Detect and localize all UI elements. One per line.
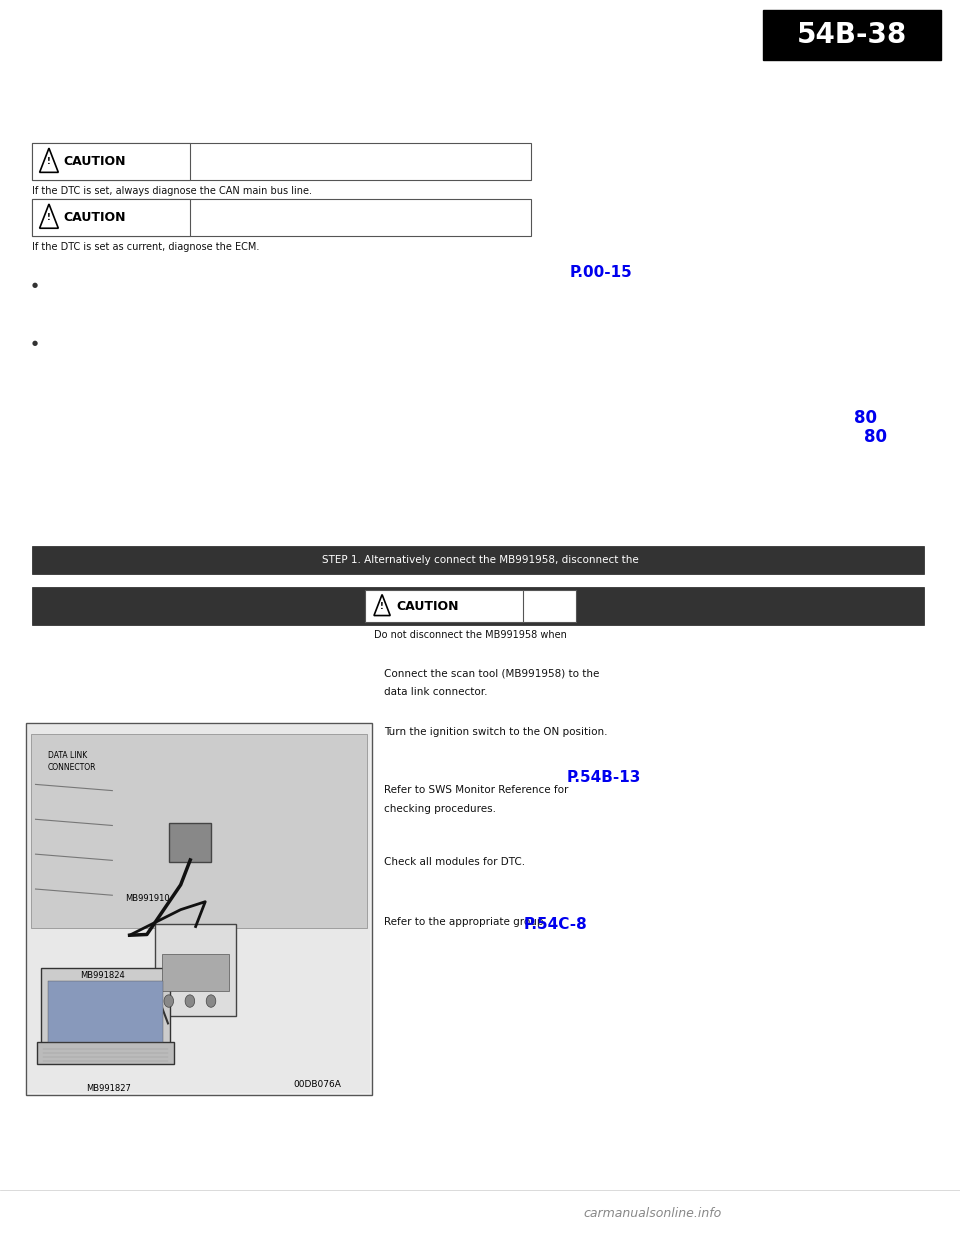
Text: MB991910: MB991910	[125, 894, 169, 903]
Text: P.54B-13: P.54B-13	[566, 770, 640, 785]
FancyBboxPatch shape	[32, 587, 924, 625]
FancyBboxPatch shape	[37, 1042, 174, 1064]
Text: 80: 80	[854, 409, 877, 426]
Text: Connect the scan tool (MB991958) to the: Connect the scan tool (MB991958) to the	[384, 668, 599, 678]
FancyBboxPatch shape	[156, 924, 236, 1016]
Text: CAUTION: CAUTION	[396, 600, 459, 612]
FancyBboxPatch shape	[365, 590, 523, 622]
FancyBboxPatch shape	[48, 981, 163, 1042]
Text: Do not disconnect the MB991958 when: Do not disconnect the MB991958 when	[374, 630, 566, 640]
Text: 80: 80	[864, 428, 887, 446]
FancyBboxPatch shape	[162, 954, 229, 991]
Text: checking procedures.: checking procedures.	[384, 804, 496, 814]
FancyBboxPatch shape	[31, 734, 367, 928]
FancyBboxPatch shape	[32, 199, 531, 236]
FancyBboxPatch shape	[26, 723, 372, 1095]
Circle shape	[164, 995, 174, 1007]
Text: Refer to the appropriate group.: Refer to the appropriate group.	[384, 917, 547, 927]
Text: ●: ●	[32, 340, 37, 347]
Text: DATA LINK
CONNECTOR: DATA LINK CONNECTOR	[48, 751, 97, 771]
Text: If the DTC is set as current, diagnose the ECM.: If the DTC is set as current, diagnose t…	[32, 242, 259, 252]
Text: !: !	[47, 158, 51, 166]
Text: STEP 1. Alternatively connect the MB991958, disconnect the: STEP 1. Alternatively connect the MB9919…	[322, 555, 638, 565]
Text: MB991827: MB991827	[86, 1084, 132, 1093]
Text: !: !	[47, 214, 51, 222]
Text: carmanualsonline.info: carmanualsonline.info	[584, 1207, 722, 1220]
Text: Refer to SWS Monitor Reference for: Refer to SWS Monitor Reference for	[384, 785, 568, 795]
Text: 54B-38: 54B-38	[797, 21, 907, 48]
FancyBboxPatch shape	[763, 10, 941, 60]
FancyBboxPatch shape	[28, 725, 370, 1093]
Text: P.54C-8: P.54C-8	[523, 917, 587, 932]
Circle shape	[185, 995, 195, 1007]
FancyBboxPatch shape	[32, 143, 190, 180]
FancyBboxPatch shape	[169, 822, 211, 862]
Text: MB991824: MB991824	[80, 971, 125, 980]
Text: CAUTION: CAUTION	[63, 211, 126, 224]
Text: 00DB076A: 00DB076A	[293, 1081, 341, 1089]
Text: ●: ●	[32, 282, 37, 288]
FancyBboxPatch shape	[365, 590, 576, 622]
FancyBboxPatch shape	[32, 143, 531, 180]
Text: Check all modules for DTC.: Check all modules for DTC.	[384, 857, 525, 867]
Text: Turn the ignition switch to the ON position.: Turn the ignition switch to the ON posit…	[384, 727, 608, 737]
Text: P.00-15: P.00-15	[569, 265, 632, 279]
Text: data link connector.: data link connector.	[384, 687, 488, 697]
Text: !: !	[380, 602, 384, 611]
Text: CAUTION: CAUTION	[63, 155, 126, 168]
Text: If the DTC is set, always diagnose the CAN main bus line.: If the DTC is set, always diagnose the C…	[32, 186, 312, 196]
Circle shape	[206, 995, 216, 1007]
FancyBboxPatch shape	[41, 968, 170, 1051]
FancyBboxPatch shape	[32, 199, 190, 236]
FancyBboxPatch shape	[32, 546, 924, 574]
